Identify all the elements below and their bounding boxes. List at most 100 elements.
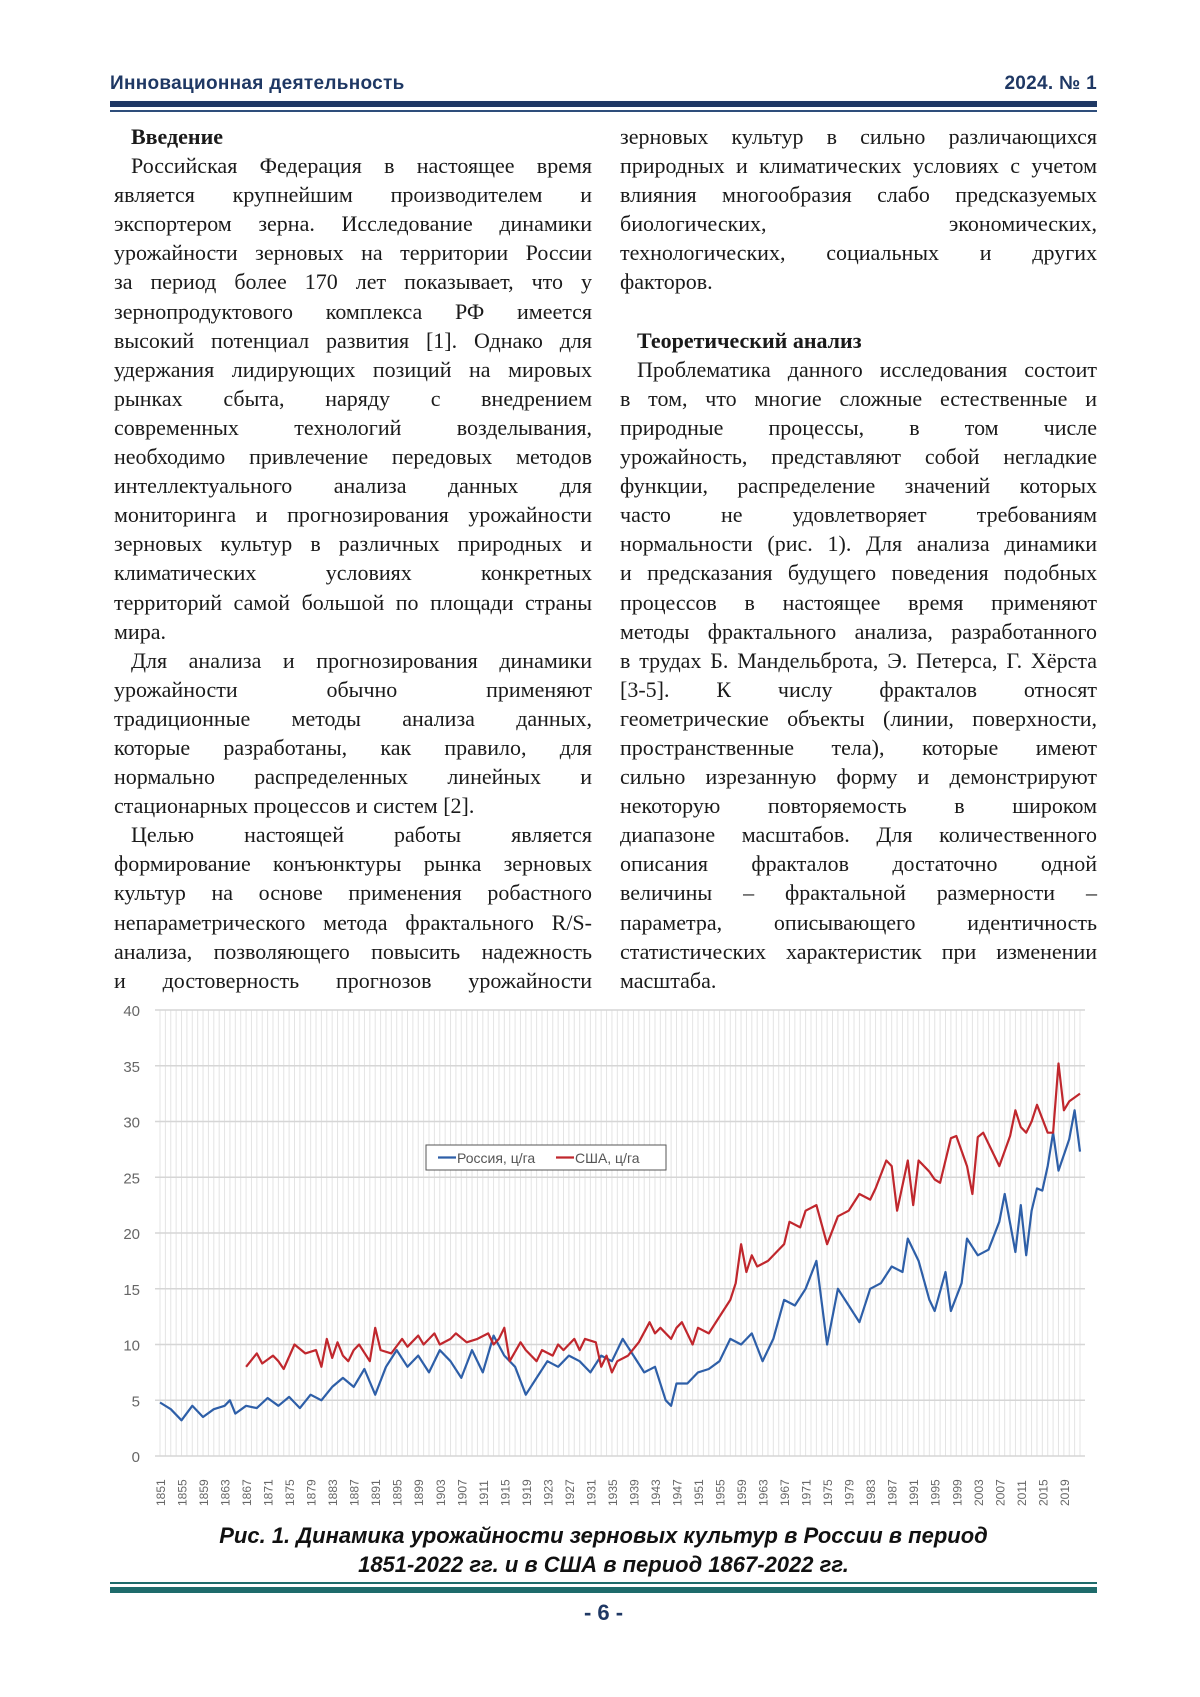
text-line: методы фрактального анализа, разработанн… xyxy=(620,618,1097,644)
text-line: в трудах Б. Мандельброта, Э. Петерса, Г.… xyxy=(620,647,1097,673)
journal-title: Инновационная деятельность xyxy=(110,73,405,94)
text-line: функции, распределение значений которых xyxy=(620,473,1097,499)
text-line: факторов. xyxy=(620,269,713,295)
text-line: мониторинга и прогнозирования урожайност… xyxy=(114,502,592,528)
text-line: и достоверность прогнозов урожайности xyxy=(114,967,592,993)
text-line: культур на основе применения робастного xyxy=(114,880,592,906)
x-tick-label: 1903 xyxy=(434,1479,448,1506)
text-line: современных технологий возделывания, xyxy=(114,414,592,440)
x-tick-label: 1911 xyxy=(477,1480,491,1506)
x-tick-label: 1939 xyxy=(627,1479,641,1506)
text-line: Проблематика данного исследования состои… xyxy=(637,356,1097,382)
text-line: за период более 170 лет показывает, что … xyxy=(114,269,592,295)
text-line: урожайности зерновых на территории Росси… xyxy=(114,240,592,266)
text-line: мира. xyxy=(114,618,166,644)
issue-number: 2024. № 1 xyxy=(1004,73,1097,94)
text-line: нормальности (рис. 1). Для анализа динам… xyxy=(620,531,1097,557)
text-line: климатических условиях конкретных xyxy=(114,560,592,586)
x-tick-label: 1951 xyxy=(692,1479,706,1506)
text-line: удержания лидирующих позиций на мировых xyxy=(114,356,592,382)
text-line xyxy=(620,297,1097,326)
text-line: технологических, социальных и других xyxy=(620,240,1097,266)
text-line: и предсказания будущего поведения подобн… xyxy=(620,560,1097,586)
x-tick-label: 1923 xyxy=(541,1479,555,1506)
x-tick-label: 1995 xyxy=(929,1479,943,1506)
x-tick-label: 1947 xyxy=(670,1479,684,1506)
text-line: традиционные методы анализа данных, xyxy=(114,705,592,731)
page-number: - 6 - xyxy=(583,1600,624,1625)
text-line: влияния многообразия слабо предсказуемых xyxy=(620,182,1097,208)
text-line: масштаба. xyxy=(620,967,717,993)
text-line: непараметрического метода фрактального R… xyxy=(114,909,592,935)
x-tick-label: 2003 xyxy=(972,1479,986,1506)
y-tick-label: 20 xyxy=(123,1226,140,1243)
x-tick-label: 1863 xyxy=(219,1479,233,1506)
text-line: Целью настоящей работы является xyxy=(131,822,592,848)
x-tick-label: 1855 xyxy=(176,1479,190,1506)
caption-line-2: 1851-2022 гг. и в США в период 1867-2022… xyxy=(358,1552,849,1577)
text-line: природные процессы, в том числе xyxy=(620,414,1097,440)
text-line: необходимо привлечение передовых методов xyxy=(114,444,592,470)
legend-label: США, ц/га xyxy=(575,1150,640,1166)
y-tick-label: 0 xyxy=(132,1449,140,1466)
text-line: зерновых культур в сильно различающихся xyxy=(620,124,1097,149)
x-tick-label: 1935 xyxy=(606,1479,620,1506)
footer-rule-thin xyxy=(110,1582,1097,1584)
text-line: которые разработаны, как правило, для xyxy=(114,734,592,760)
footer-rule-thick xyxy=(110,1587,1097,1593)
section-heading: Теоретический анализ xyxy=(637,327,862,353)
text-line: природных и климатических условиях с уче… xyxy=(620,153,1097,179)
text-line: высокий потенциал развития [1]. Однако д… xyxy=(114,327,592,353)
text-line: процессов в настоящее время применяют xyxy=(620,589,1097,615)
yield-chart: 0 5 10 15 20 25 30 35 40 1851 1855 1859 1863 1867 1871… xyxy=(123,1003,1085,1506)
x-tick-label: 2007 xyxy=(993,1479,1007,1506)
header-rule-thick xyxy=(110,101,1097,107)
text-line: некоторую повторяемость в широком xyxy=(620,793,1097,819)
x-tick-label: 1875 xyxy=(283,1479,297,1506)
legend-box xyxy=(425,1144,667,1171)
x-tick-label: 1867 xyxy=(240,1479,254,1506)
x-tick-label: 1971 xyxy=(800,1479,814,1506)
text-line: биологических, экономических, xyxy=(620,211,1097,237)
y-tick-label: 5 xyxy=(132,1393,140,1410)
x-tick-label: 1979 xyxy=(843,1479,857,1506)
y-tick-label: 30 xyxy=(123,1115,140,1132)
x-tick-label: 1931 xyxy=(584,1479,598,1506)
text-line: стационарных процессов и систем [2]. xyxy=(114,793,475,819)
text-line: Российская Федерация в настоящее время xyxy=(131,153,592,179)
x-tick-label: 1899 xyxy=(412,1479,426,1506)
x-tick-label: 2015 xyxy=(1036,1479,1050,1506)
text-line: формирование конъюнктуры рынка зерновых xyxy=(114,851,592,877)
text-line: урожайности обычно применяют xyxy=(114,676,592,702)
text-line: сильно изрезанную форму и демонстрируют xyxy=(620,764,1097,790)
text-line: пространственные тела), которые имеют xyxy=(620,734,1097,760)
text-line: в том, что многие сложные естественные и xyxy=(620,385,1097,411)
x-tick-label: 2011 xyxy=(1015,1480,1029,1506)
text-line: величины – фрактальной размерности – xyxy=(620,880,1097,906)
y-tick-label: 10 xyxy=(123,1338,140,1355)
x-tick-label: 1887 xyxy=(348,1479,362,1506)
text-line: описания фракталов достаточно одной xyxy=(620,851,1097,877)
x-tick-label: 1859 xyxy=(197,1479,211,1506)
figure-caption: Рис. 1. Динамика урожайности зерновых ку… xyxy=(110,1521,1097,1579)
text-line: нормально распределенных линейных и xyxy=(114,764,592,790)
text-line: экспортером зерна. Исследование динамики xyxy=(114,211,592,237)
x-tick-label: 1907 xyxy=(455,1479,469,1506)
legend-label: Россия, ц/га xyxy=(457,1150,535,1166)
x-tick-label: 1983 xyxy=(864,1479,878,1506)
y-tick-label: 40 xyxy=(123,1003,140,1020)
text-line: параметра, описывающего идентичность xyxy=(620,909,1097,935)
x-tick-label: 1967 xyxy=(778,1479,792,1506)
left-text-column: Введение Российская Федерация в настоящее… xyxy=(114,122,592,995)
y-tick-label: 25 xyxy=(123,1170,140,1187)
text-line: [3-5]. К числу фракталов относят xyxy=(620,676,1097,702)
x-tick-label: 1879 xyxy=(305,1479,319,1506)
x-tick-label: 1975 xyxy=(821,1479,835,1506)
text-line: часто не удовлетворяет требованиям xyxy=(620,502,1097,528)
x-tick-label: 1871 xyxy=(262,1479,276,1506)
text-line: урожайность, представляют собой негладки… xyxy=(620,444,1097,470)
x-tick-label: 1891 xyxy=(369,1479,383,1506)
x-tick-label: 1955 xyxy=(714,1479,728,1506)
x-tick-label: 1883 xyxy=(326,1479,340,1506)
text-line: интеллектуального анализа данных для xyxy=(114,473,592,499)
